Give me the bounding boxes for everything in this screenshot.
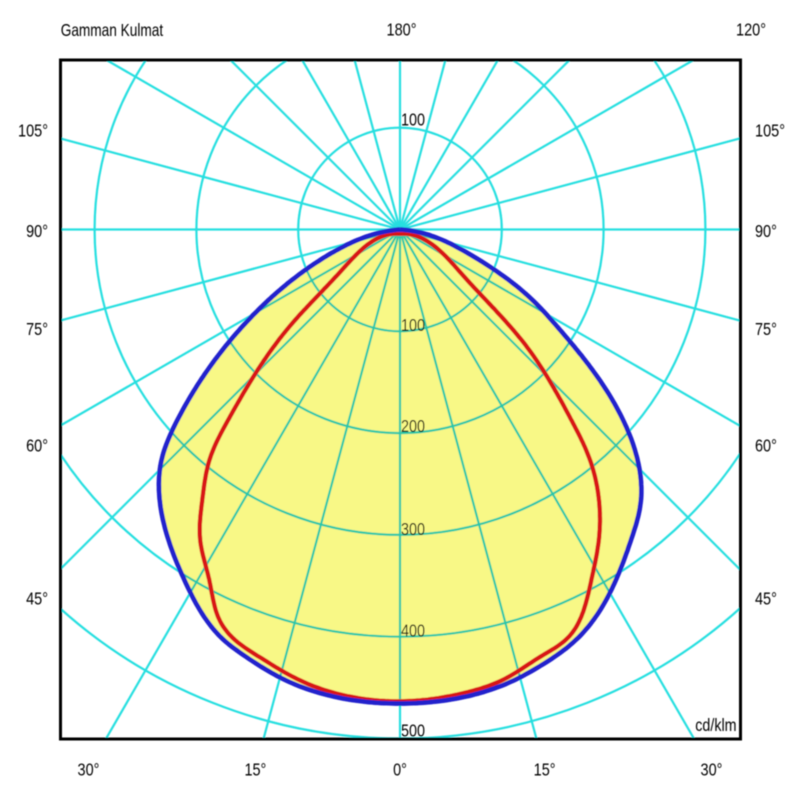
svg-text:Gamman Kulmat: Gamman Kulmat xyxy=(61,20,164,40)
svg-text:100: 100 xyxy=(401,315,425,335)
svg-text:45°: 45° xyxy=(755,589,777,609)
svg-text:15°: 15° xyxy=(244,760,266,780)
svg-text:cd/klm: cd/klm xyxy=(695,715,736,735)
svg-text:90°: 90° xyxy=(26,221,48,241)
svg-text:120°: 120° xyxy=(736,20,766,40)
svg-text:30°: 30° xyxy=(78,760,100,780)
svg-text:15°: 15° xyxy=(534,760,556,780)
svg-text:200: 200 xyxy=(401,416,425,436)
svg-text:30°: 30° xyxy=(701,760,723,780)
svg-text:45°: 45° xyxy=(26,589,48,609)
svg-text:0°: 0° xyxy=(393,760,407,780)
svg-text:100: 100 xyxy=(401,109,425,129)
svg-text:60°: 60° xyxy=(755,436,777,456)
svg-text:300: 300 xyxy=(401,519,425,539)
svg-text:90°: 90° xyxy=(755,221,777,241)
svg-text:105°: 105° xyxy=(18,121,48,141)
svg-text:60°: 60° xyxy=(26,436,48,456)
svg-text:400: 400 xyxy=(401,620,425,640)
svg-text:105°: 105° xyxy=(755,121,785,141)
svg-text:500: 500 xyxy=(401,721,425,741)
svg-text:75°: 75° xyxy=(26,319,48,339)
svg-text:180°: 180° xyxy=(387,20,417,40)
svg-text:75°: 75° xyxy=(755,319,777,339)
